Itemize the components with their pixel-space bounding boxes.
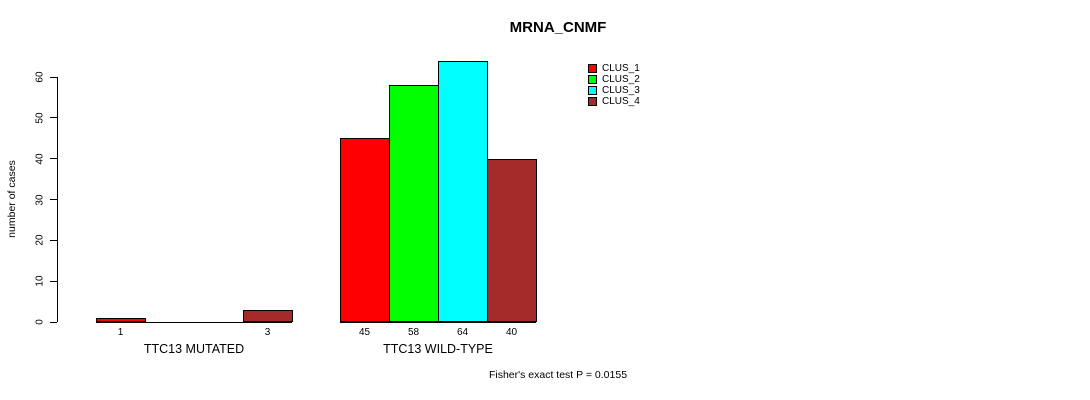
y-tick-mark: [50, 117, 57, 119]
group-label: TTC13 WILD-TYPE: [383, 342, 493, 356]
legend-item-clus_3: CLUS_3: [588, 85, 640, 96]
legend-swatch-clus_3: [588, 86, 597, 95]
bar-value-label: 3: [264, 327, 271, 338]
annotation-fisher-test: Fisher's exact test P = 0.0155: [488, 369, 628, 381]
y-tick-mark: [50, 76, 57, 78]
bar-value-label: 45: [358, 327, 371, 338]
group-baseline: [96, 321, 292, 323]
legend-item-clus_1: CLUS_1: [588, 63, 640, 74]
legend-item-clus_4: CLUS_4: [588, 96, 640, 107]
chart-title: MRNA_CNMF: [509, 19, 607, 36]
y-tick-mark: [50, 280, 57, 282]
y-tick-label: 60: [34, 71, 46, 83]
bar-clus_3-2: [438, 61, 488, 322]
legend-item-clus_2: CLUS_2: [588, 74, 640, 85]
bar-clus_1-1: [96, 318, 146, 322]
y-tick-label: 10: [34, 275, 46, 287]
bar-value-label: 64: [456, 327, 469, 338]
group-label: TTC13 MUTATED: [143, 342, 245, 356]
bar-clus_2-2: [389, 85, 439, 322]
bar-clus_1-2: [340, 138, 390, 322]
y-tick-label: 50: [34, 112, 46, 124]
legend: CLUS_1 CLUS_2 CLUS_3 CLUS_4: [588, 63, 640, 107]
legend-swatch-clus_1: [588, 64, 597, 73]
bar-clus_4-1: [243, 310, 293, 322]
legend-label: CLUS_3: [602, 85, 640, 96]
y-tick-label: 20: [34, 234, 46, 246]
legend-swatch-clus_4: [588, 97, 597, 106]
y-axis-line: [57, 77, 58, 322]
legend-label: CLUS_4: [602, 96, 640, 107]
bar-value-label: 40: [505, 327, 518, 338]
bar-value-label: 58: [407, 327, 420, 338]
y-tick-mark: [50, 158, 57, 160]
y-tick-mark: [50, 321, 57, 323]
group-baseline: [340, 321, 536, 323]
legend-label: CLUS_2: [602, 74, 640, 85]
y-tick-label: 40: [34, 153, 46, 165]
y-tick-label: 0: [34, 319, 46, 325]
legend-swatch-clus_2: [588, 75, 597, 84]
legend-label: CLUS_1: [602, 63, 640, 74]
y-tick-label: 30: [34, 193, 46, 206]
y-tick-mark: [50, 199, 57, 200]
y-axis-label: number of cases: [6, 160, 18, 238]
y-tick-mark: [50, 239, 57, 241]
bar-clus_4-2: [487, 159, 537, 322]
bar-value-label: 1: [117, 327, 124, 338]
